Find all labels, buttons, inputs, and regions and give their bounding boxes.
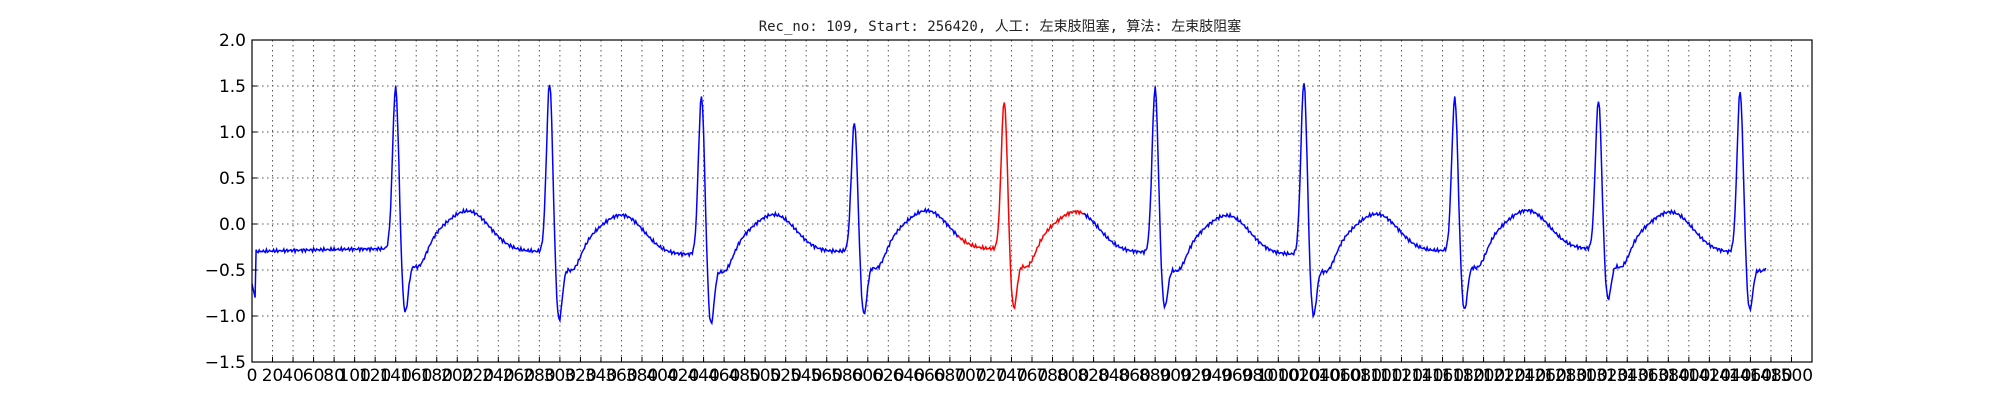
x-tick-label: 560 (811, 366, 843, 386)
x-tick-label: 1240 (1503, 366, 1546, 386)
y-tick-label: 0.0 (219, 215, 246, 235)
x-tick-label: 1020 (1277, 366, 1320, 386)
x-tick-label: 700 (954, 366, 986, 386)
x-tick-label: 300 (544, 366, 576, 386)
x-tick-label: 240 (482, 366, 514, 386)
x-tick-label: 840 (1098, 366, 1130, 386)
x-tick-label: 1260 (1524, 366, 1567, 386)
x-tick-label: 880 (1139, 366, 1171, 386)
x-tick-label: 520 (769, 366, 801, 386)
x-tick-label: 1500 (1770, 366, 1813, 386)
x-tick-label: 900 (1159, 366, 1191, 386)
y-tick-label: 1.5 (219, 77, 246, 97)
x-tick-label: 400 (646, 366, 678, 386)
x-tick-label: 120 (359, 366, 391, 386)
x-tick-label: 1460 (1729, 366, 1772, 386)
x-tick-label: 1420 (1688, 366, 1731, 386)
x-tick-label: 780 (1036, 366, 1068, 386)
x-tick-label: 1100 (1359, 366, 1402, 386)
x-tick-label: 740 (995, 366, 1027, 386)
x-tick-label: 1400 (1667, 366, 1710, 386)
y-tick-label: 0.5 (219, 169, 246, 189)
x-tick-label: 1120 (1380, 366, 1423, 386)
x-tick-label: 920 (1180, 366, 1212, 386)
x-tick-label: 820 (1077, 366, 1109, 386)
x-tick-label: 640 (893, 366, 925, 386)
ecg-trace-blue-2 (1082, 83, 1767, 319)
x-tick-label: 60 (303, 366, 325, 386)
x-tick-label: 580 (831, 366, 863, 386)
x-tick-label: 1480 (1749, 366, 1792, 386)
x-tick-label: 140 (379, 366, 411, 386)
x-tick-label: 40 (282, 366, 304, 386)
grid (252, 40, 1812, 362)
x-tick-label: 0 (247, 366, 258, 386)
x-tick-label: 720 (975, 366, 1007, 386)
x-tick-label: 1300 (1565, 366, 1608, 386)
x-tick-label: 260 (503, 366, 535, 386)
x-tick-label: 480 (728, 366, 760, 386)
y-tick-label: 1.0 (219, 123, 246, 143)
x-tick-label: 180 (421, 366, 453, 386)
x-tick-label: 1440 (1708, 366, 1751, 386)
x-tick-label: 1160 (1421, 366, 1464, 386)
x-tick-label: 800 (1057, 366, 1089, 386)
x-tick-label: 1380 (1647, 366, 1690, 386)
x-tick-label: 1140 (1400, 366, 1443, 386)
x-tick-label: 340 (585, 366, 617, 386)
x-tick-label: 600 (852, 366, 884, 386)
x-tick-label: 1000 (1257, 366, 1300, 386)
x-tick-label: 980 (1242, 366, 1274, 386)
x-tick-label: 280 (523, 366, 555, 386)
x-tick-label: 1320 (1585, 366, 1628, 386)
x-tick-label: 1200 (1462, 366, 1505, 386)
x-tick-label: 1360 (1626, 366, 1669, 386)
x-tick-label: 20 (262, 366, 284, 386)
y-tick-label: −0.5 (205, 261, 246, 281)
x-tick-label: 460 (708, 366, 740, 386)
x-tick-label: 680 (934, 366, 966, 386)
x-tick-label: 500 (749, 366, 781, 386)
x-tick-label: 620 (872, 366, 904, 386)
y-tick-label: −1.5 (205, 353, 246, 373)
ticks: 0 204060801001201401601802002202402602803… (205, 31, 1813, 386)
ecg-trace-blue-1 (251, 84, 959, 326)
x-tick-label: 100 (338, 366, 370, 386)
chart-title: Rec_no: 109, Start: 256420, 人工: 左束肢阻塞, 算… (759, 18, 1242, 35)
x-tick-label: 940 (1201, 366, 1233, 386)
x-tick-label: 1220 (1482, 366, 1525, 386)
ecg-trace-red (957, 102, 1084, 310)
x-tick-label: 80 (323, 366, 345, 386)
x-tick-label: 660 (913, 366, 945, 386)
x-tick-label: 1340 (1606, 366, 1649, 386)
y-tick-label: −1.0 (205, 307, 246, 327)
x-tick-label: 380 (626, 366, 658, 386)
x-tick-label: 1040 (1298, 366, 1341, 386)
x-tick-label: 420 (667, 366, 699, 386)
x-tick-label: 1280 (1544, 366, 1587, 386)
ecg-line-layer (251, 83, 1767, 326)
y-tick-label: 2.0 (219, 31, 246, 51)
x-tick-label: 360 (605, 366, 637, 386)
x-tick-label: 220 (462, 366, 494, 386)
x-tick-label: 200 (441, 366, 473, 386)
x-tick-label: 320 (564, 366, 596, 386)
x-tick-label: 1180 (1441, 366, 1484, 386)
x-tick-label: 960 (1221, 366, 1253, 386)
x-tick-label: 540 (790, 366, 822, 386)
x-tick-label: 440 (687, 366, 719, 386)
x-tick-label: 160 (400, 366, 432, 386)
x-tick-label: 1080 (1339, 366, 1382, 386)
x-tick-label: 860 (1118, 366, 1150, 386)
x-tick-label: 1060 (1318, 366, 1361, 386)
x-tick-label: 760 (1016, 366, 1048, 386)
